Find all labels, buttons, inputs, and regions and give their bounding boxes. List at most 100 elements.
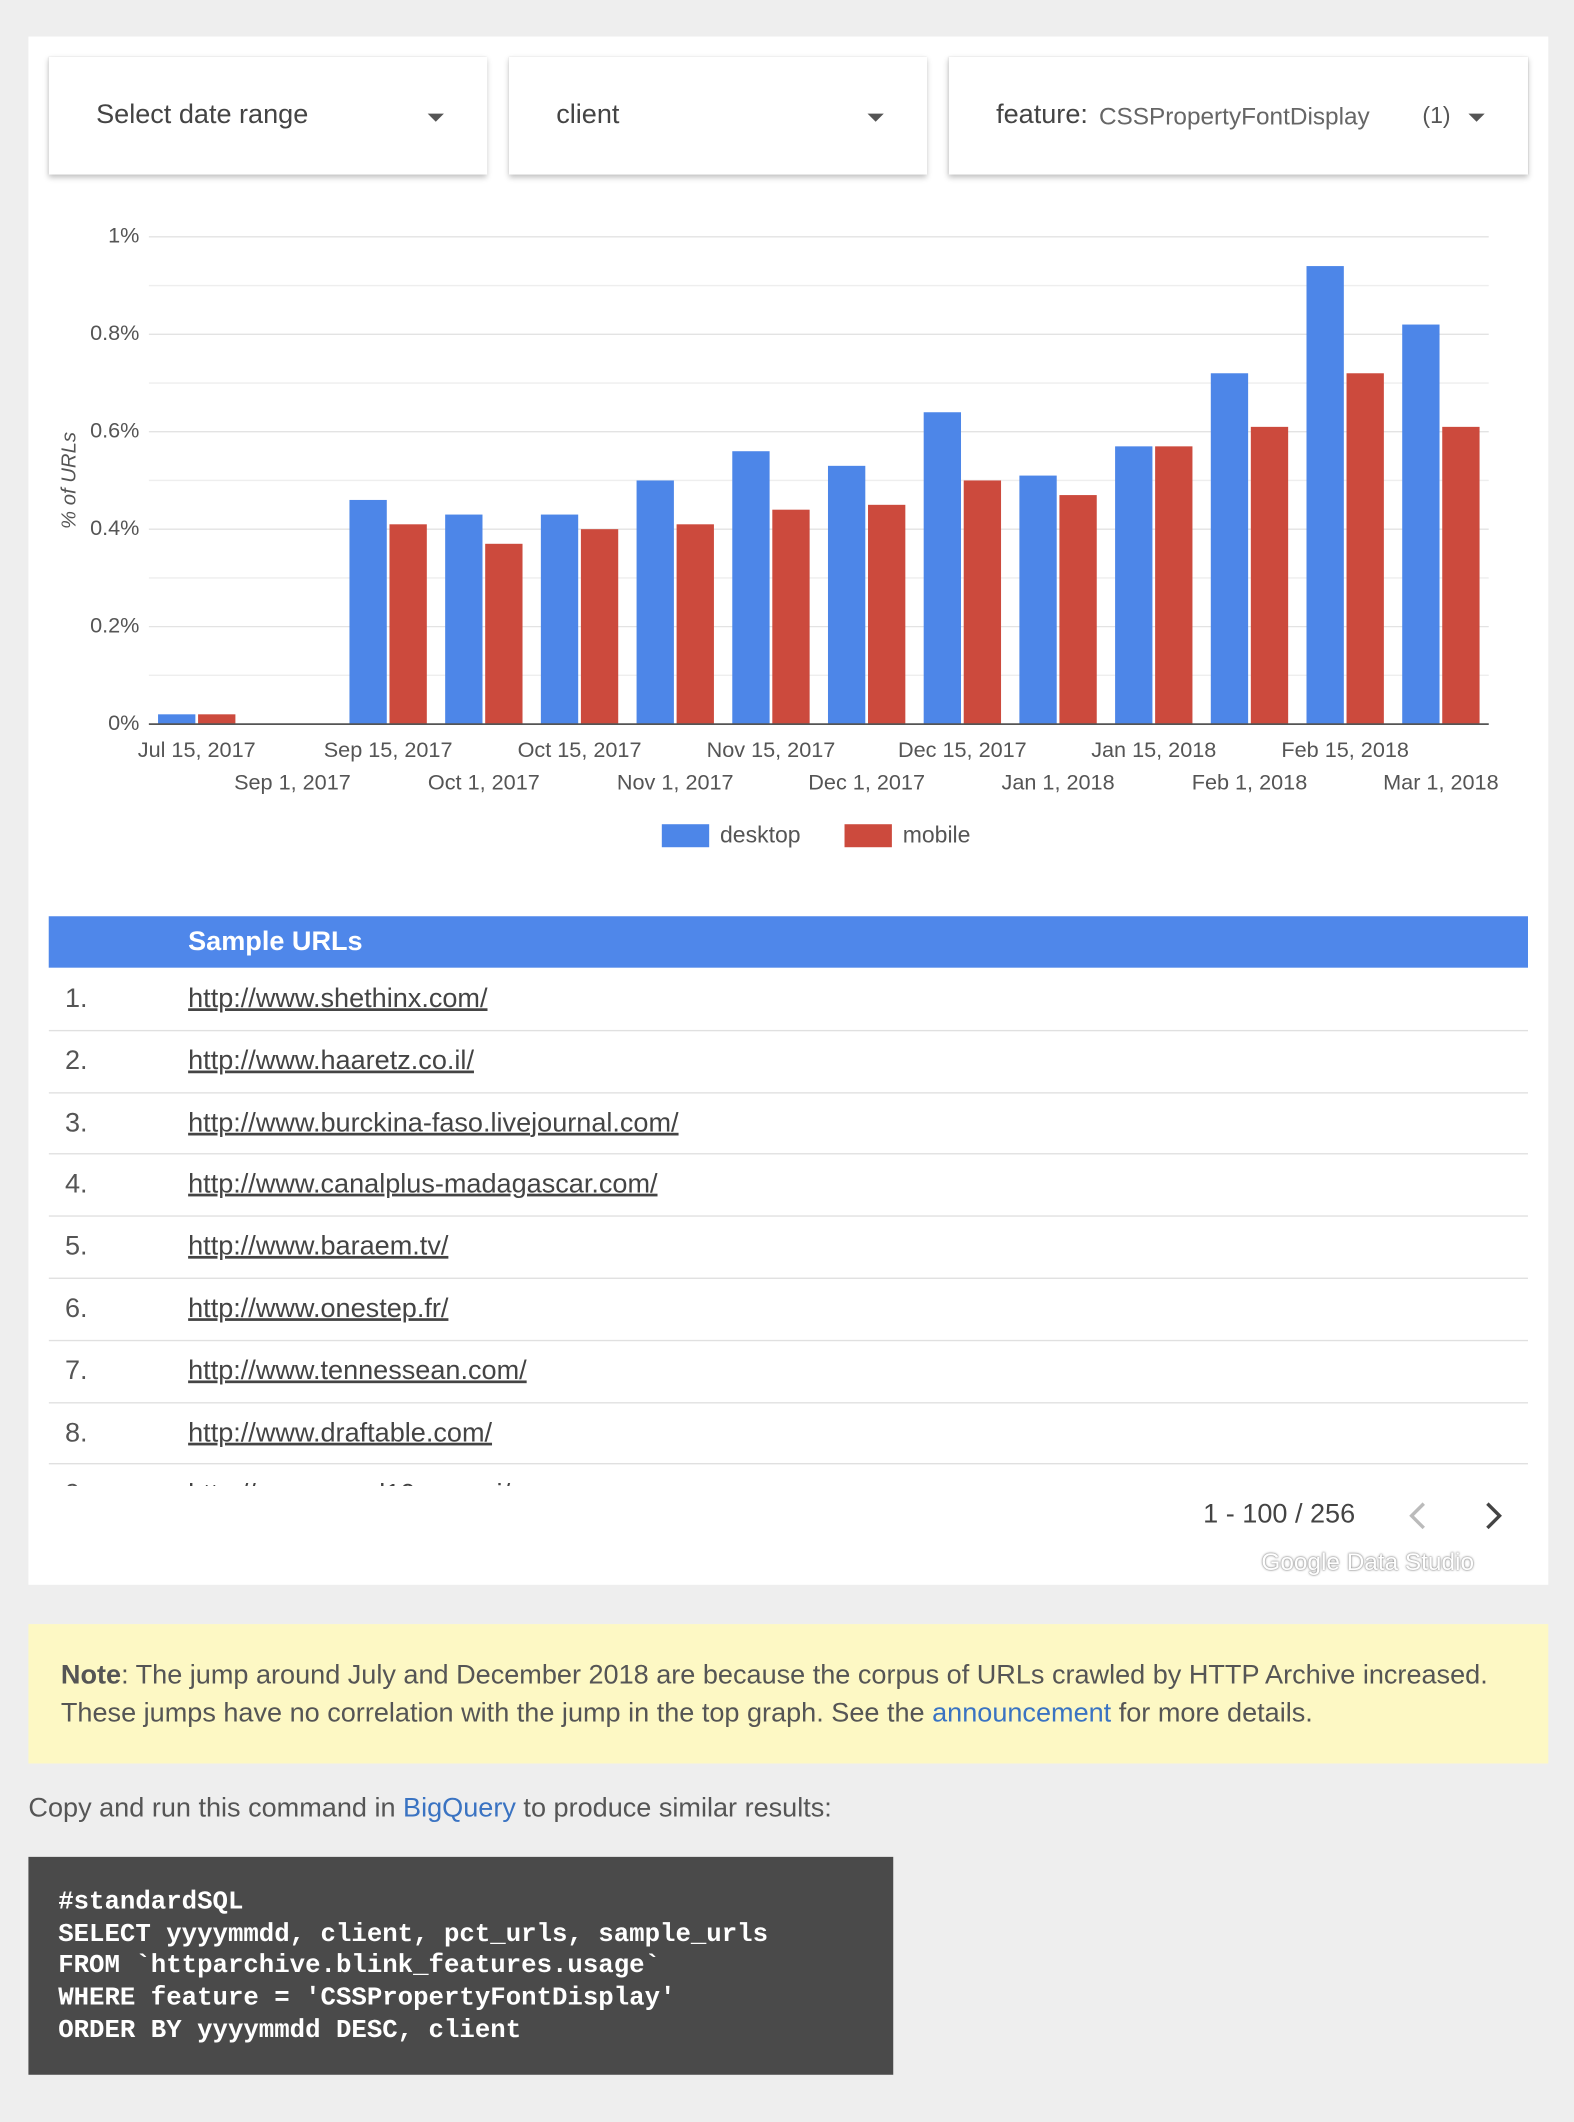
bar bbox=[636, 480, 674, 725]
bar bbox=[827, 465, 866, 725]
x-tick-label: Jan 15, 2018 bbox=[1091, 737, 1216, 762]
url-link[interactable]: http://www.tennessean.com/ bbox=[188, 1355, 527, 1386]
caret bbox=[867, 113, 884, 122]
bar bbox=[198, 714, 236, 725]
x-tick-label: Nov 1, 2017 bbox=[617, 769, 734, 794]
row-number: 5. bbox=[64, 1231, 88, 1262]
x-tick-label: Feb 1, 2018 bbox=[1192, 769, 1308, 794]
code-block: #standardSQL SELECT yyyymmdd, client, pct… bbox=[28, 1856, 894, 2075]
bar bbox=[349, 499, 387, 725]
bar bbox=[676, 524, 714, 725]
table-row: 9. http://www.canal10.com.ni/ bbox=[49, 1464, 1528, 1486]
dropdown-value: CSSPropertyFontDisplay bbox=[1098, 102, 1370, 130]
note-end: for more details. bbox=[1111, 1698, 1313, 1729]
chart: % of URLs 0% 0.2% 0.4% 0.6% 0.8% 1% Jul 15, 20… bbox=[59, 223, 1499, 848]
url-link[interactable]: http://www.canal10.com.ni/ bbox=[188, 1480, 510, 1486]
note-body: : The jump around July and December 2018… bbox=[60, 1660, 1488, 1729]
bigquery-link[interactable]: BigQuery bbox=[403, 1793, 516, 1824]
row-number: 2. bbox=[64, 1045, 88, 1076]
table-row: 5. http://www.baraem.tv/ bbox=[48, 1216, 1528, 1279]
code-line: SELECT yyyymmdd, client, pct_urls, sampl… bbox=[58, 1918, 769, 1949]
bar bbox=[1346, 373, 1384, 725]
url-link[interactable]: http://www.canalplus-madagascar.com/ bbox=[188, 1169, 658, 1200]
dropdown-label: client bbox=[556, 100, 620, 130]
x-tick-label: Dec 15, 2017 bbox=[898, 737, 1027, 762]
row-number: 4. bbox=[64, 1169, 88, 1200]
code-line: FROM `httparchive.blink_features.usage` bbox=[58, 1950, 661, 1981]
bar bbox=[1402, 324, 1440, 725]
y-tick-label: 0.8% bbox=[90, 320, 139, 345]
dropdown-label: Select date range bbox=[96, 100, 309, 130]
caret bbox=[1468, 113, 1485, 122]
bar bbox=[158, 714, 196, 725]
dropdown-count: (1) bbox=[1422, 102, 1451, 129]
y-axis-title: % of URLs bbox=[59, 432, 81, 529]
pager-arrows bbox=[1409, 1502, 1502, 1530]
announcement-link[interactable]: announcement bbox=[932, 1698, 1112, 1729]
url-link[interactable]: http://www.burckina-faso.livejournal.com… bbox=[188, 1107, 679, 1138]
bar bbox=[1442, 426, 1480, 725]
url-link[interactable]: http://www.baraem.tv/ bbox=[188, 1231, 449, 1262]
row-number: 1. bbox=[64, 983, 88, 1014]
legend-swatch bbox=[844, 824, 892, 848]
legend-swatch bbox=[661, 824, 710, 848]
client-dropdown[interactable]: client bbox=[508, 56, 928, 175]
table-row: 6. http://www.onestep.fr/ bbox=[48, 1278, 1528, 1341]
bar bbox=[1019, 475, 1057, 725]
x-tick-label: Sep 15, 2017 bbox=[324, 737, 453, 762]
row-number: 9. bbox=[65, 1480, 88, 1486]
bar bbox=[963, 480, 1002, 725]
url-link[interactable]: http://www.onestep.fr/ bbox=[188, 1293, 449, 1324]
x-tick-label: Jan 1, 2018 bbox=[1002, 769, 1115, 794]
row-number: 7. bbox=[64, 1355, 88, 1386]
note-text: Note: The jump around July and December … bbox=[61, 1657, 1536, 1733]
next-page[interactable] bbox=[1486, 1502, 1502, 1530]
bar bbox=[868, 504, 906, 725]
watermark: Google Data Studio bbox=[1261, 1548, 1475, 1576]
code: #standardSQL SELECT yyyymmdd, client, pct… bbox=[58, 1887, 768, 2047]
note-label: Note bbox=[60, 1660, 122, 1691]
bar bbox=[540, 514, 579, 725]
bar bbox=[1210, 373, 1249, 725]
table-body: 1. http://www.shethinx.com/2. http://www.h… bbox=[48, 968, 1528, 1486]
url-link[interactable]: http://www.shethinx.com/ bbox=[188, 983, 488, 1014]
caret bbox=[427, 113, 444, 122]
code-line: #standardSQL bbox=[58, 1886, 244, 1917]
x-tick-label: Jul 15, 2017 bbox=[138, 737, 256, 762]
x-tick-label: Nov 15, 2017 bbox=[707, 737, 836, 762]
table-row: 1. http://www.shethinx.com/ bbox=[48, 968, 1528, 1032]
legend-label: mobile bbox=[903, 821, 971, 847]
bar bbox=[445, 514, 483, 725]
y-tick-label: 0.4% bbox=[90, 515, 139, 540]
table-row: 2. http://www.haaretz.co.il/ bbox=[48, 1030, 1528, 1093]
dropdown-label: feature: bbox=[996, 100, 1088, 130]
y-tick-label: 0% bbox=[108, 710, 139, 735]
row-number: 6. bbox=[64, 1293, 88, 1324]
x-tick-label: Sep 1, 2017 bbox=[234, 769, 351, 794]
x-tick-label: Mar 1, 2018 bbox=[1383, 769, 1498, 794]
feature-dropdown[interactable]: feature: CSSPropertyFontDisplay (1) bbox=[948, 56, 1528, 175]
x-tick-label: Dec 1, 2017 bbox=[808, 769, 925, 794]
report-panel bbox=[28, 36, 1549, 1585]
y-tick-label: 0.2% bbox=[90, 612, 139, 637]
date-dropdown[interactable]: Select date range bbox=[48, 56, 488, 175]
bar bbox=[923, 412, 962, 725]
url-link[interactable]: http://www.draftable.com/ bbox=[188, 1417, 493, 1448]
prev-page[interactable] bbox=[1409, 1502, 1425, 1530]
url-link[interactable]: http://www.haaretz.co.il/ bbox=[188, 1045, 474, 1076]
x-tick-label: Oct 1, 2017 bbox=[428, 769, 540, 794]
row-number: 3. bbox=[64, 1107, 88, 1138]
bar bbox=[1115, 446, 1153, 725]
y-tick-label: 0.6% bbox=[90, 417, 139, 442]
code-line: WHERE feature = 'CSSPropertyFontDisplay' bbox=[58, 1982, 676, 2013]
bar bbox=[732, 451, 770, 725]
table-row: 4. http://www.canalplus-madagascar.com/ bbox=[48, 1154, 1528, 1217]
bar bbox=[1306, 266, 1344, 725]
header-label: Sample URLs bbox=[188, 927, 363, 957]
bar bbox=[485, 543, 523, 725]
intro-after: to produce similar results: bbox=[515, 1793, 832, 1824]
intro-text: Copy and run this command in BigQuery to… bbox=[28, 1793, 831, 1824]
note-box: Note: The jump around July and December … bbox=[28, 1624, 1549, 1764]
